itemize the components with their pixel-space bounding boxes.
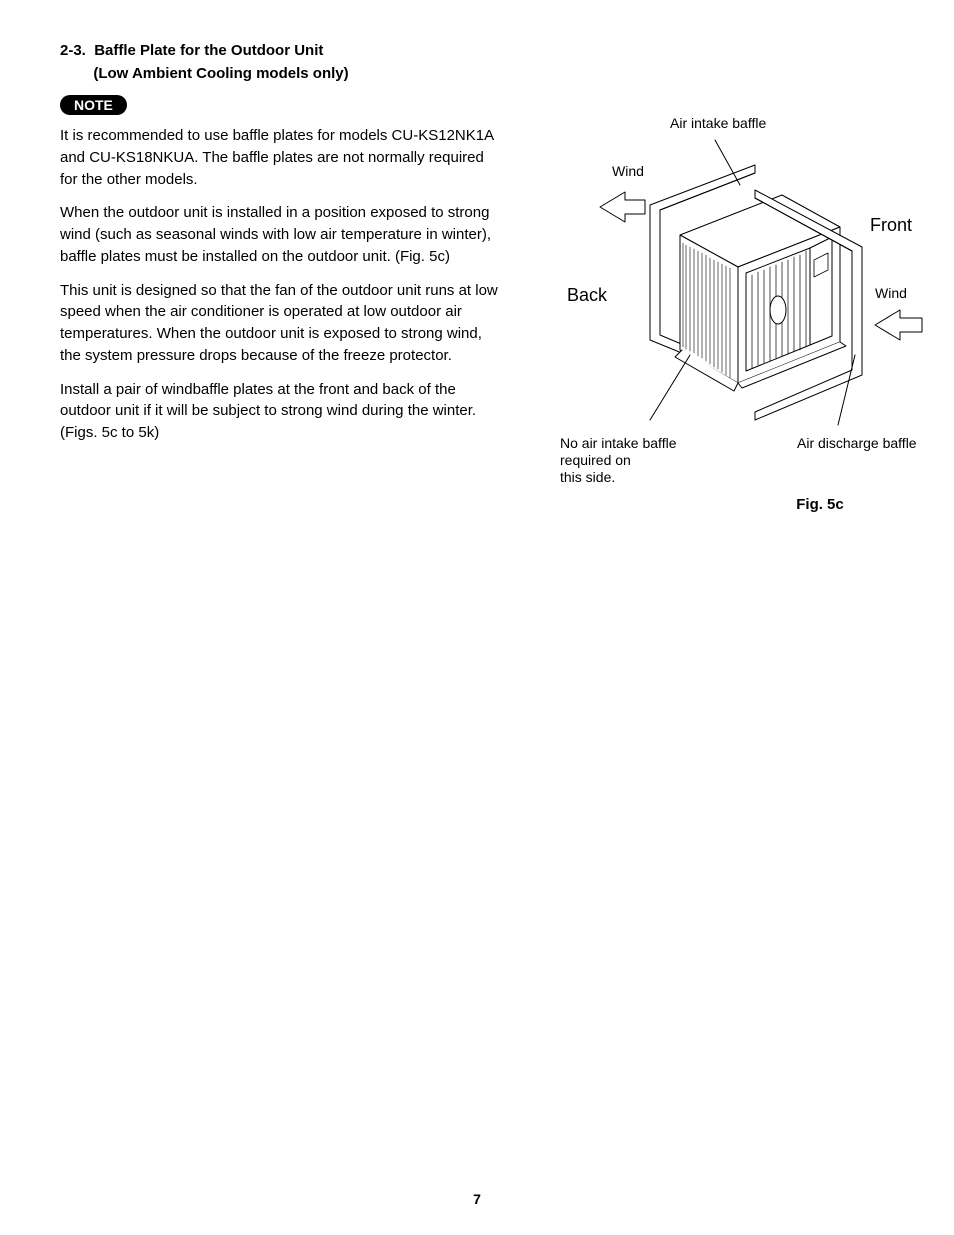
figure-caption: Fig. 5c <box>710 496 930 513</box>
section-title-line2: (Low Ambient Cooling models only) <box>93 65 348 82</box>
paragraph-4: Install a pair of windbaffle plates at t… <box>60 379 500 444</box>
paragraph-2: When the outdoor unit is installed in a … <box>60 202 500 267</box>
paragraph-1: It is recommended to use baffle plates f… <box>60 125 500 190</box>
paragraph-3: This unit is designed so that the fan of… <box>60 280 500 367</box>
page-number: 7 <box>0 1191 954 1207</box>
body-text: It is recommended to use baffle plates f… <box>60 125 500 513</box>
note-badge: NOTE <box>60 95 127 115</box>
label-air-intake-baffle: Air intake baffle <box>670 115 766 132</box>
section-heading: 2-3. Baffle Plate for the Outdoor Unit (… <box>60 40 894 85</box>
label-back: Back <box>567 285 607 307</box>
label-front: Front <box>870 215 912 237</box>
no-intake-l2: required on <box>560 452 631 468</box>
label-wind-right: Wind <box>875 285 907 302</box>
section-title-line1: Baffle Plate for the Outdoor Unit <box>94 42 323 59</box>
no-intake-l1: No air intake baffle <box>560 435 676 451</box>
figure-5c: Air intake baffle Wind Front Back Wind N… <box>530 125 930 513</box>
label-no-intake: No air intake baffle required on this si… <box>560 435 710 485</box>
label-air-discharge-baffle: Air discharge baffle <box>797 435 917 452</box>
section-number: 2-3. <box>60 42 86 59</box>
label-wind-left: Wind <box>612 163 644 180</box>
no-intake-l3: this side. <box>560 469 615 485</box>
